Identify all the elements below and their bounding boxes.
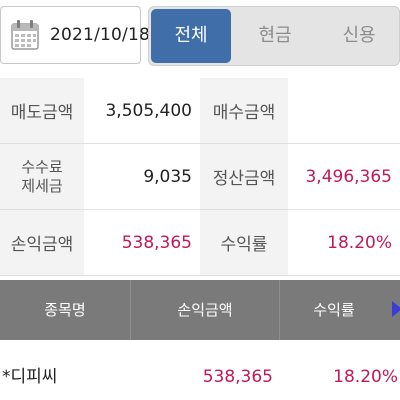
buy-amount-value [288, 78, 400, 143]
column-header-stock-name[interactable]: 종목명 [44, 301, 86, 319]
return-rate-label: 수익률 [200, 210, 288, 275]
return-rate-value: 18.20% [288, 210, 400, 275]
tab-cash[interactable]: 현금 [258, 25, 292, 46]
buy-amount-label: 매수금액 [200, 78, 288, 143]
pnl-label: 손익금액 [0, 210, 84, 275]
row-stock-name: *디피씨 [2, 367, 58, 387]
holdings-table-header: 종목명 손익금액 수익률 [0, 280, 400, 340]
column-header-return[interactable]: 수익률 [313, 301, 355, 319]
summary-row-sell-buy: 매도금액 3,505,400 매수금액 [0, 78, 400, 144]
calendar-icon [11, 20, 39, 50]
summary-row-fee-settle: 수수료 제세금 9,035 정산금액 3,496,365 [0, 144, 400, 210]
sell-amount-label: 매도금액 [0, 78, 84, 143]
row-return: 18.20% [333, 367, 398, 387]
account-type-tabs: 전체 현금 신용 [148, 6, 400, 66]
fee-tax-label: 수수료 제세금 [0, 144, 84, 209]
date-value: 2021/10/18 [50, 25, 150, 45]
fee-label-line1: 수수료 [21, 157, 63, 176]
scroll-right-arrow-icon[interactable] [392, 301, 400, 317]
date-picker[interactable]: 2021/10/18 [0, 6, 150, 64]
settle-amount-label: 정산금액 [200, 144, 288, 209]
settle-amount-value: 3,496,365 [288, 144, 400, 209]
table-row[interactable]: *디피씨 538,365 18.20% [0, 340, 400, 400]
tab-all[interactable]: 전체 [151, 9, 231, 63]
fee-label-line2: 제세금 [21, 176, 63, 195]
column-header-pnl[interactable]: 손익금액 [177, 301, 233, 319]
column-divider [279, 280, 280, 340]
sell-amount-value: 3,505,400 [84, 78, 200, 143]
tab-credit[interactable]: 신용 [342, 25, 376, 46]
pnl-value: 538,365 [84, 210, 200, 275]
column-divider [130, 280, 131, 340]
fee-tax-value: 9,035 [84, 144, 200, 209]
top-bar: 2021/10/18 전체 현금 신용 [0, 0, 400, 78]
row-pnl: 538,365 [202, 367, 273, 387]
summary-row-pnl-return: 손익금액 538,365 수익률 18.20% [0, 210, 400, 276]
